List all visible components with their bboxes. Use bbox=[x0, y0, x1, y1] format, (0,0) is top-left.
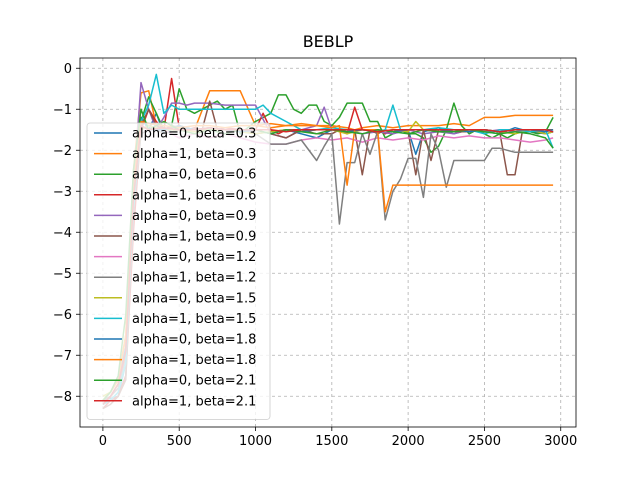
y-tick-label: 0 bbox=[64, 62, 72, 77]
x-tick-label: 500 bbox=[167, 434, 192, 449]
legend-entry: alpha=0, beta=1.2 bbox=[132, 250, 256, 265]
legend-entry: alpha=1, beta=0.9 bbox=[132, 230, 256, 245]
grid-lines bbox=[80, 58, 576, 427]
y-tick-label: −3 bbox=[53, 185, 72, 200]
legend-entry: alpha=0, beta=0.6 bbox=[132, 168, 256, 183]
legend-entry: alpha=1, beta=1.8 bbox=[132, 353, 256, 368]
y-tick-label: −7 bbox=[53, 349, 72, 364]
chart-title: BEBLP bbox=[303, 32, 354, 51]
legend-entry: alpha=0, beta=1.8 bbox=[132, 333, 256, 348]
y-tick-label: −8 bbox=[53, 390, 72, 405]
x-tick-label: 1000 bbox=[239, 434, 272, 449]
legend-entry: alpha=0, beta=0.3 bbox=[132, 127, 256, 142]
series-line bbox=[102, 90, 554, 405]
legend-entry: alpha=1, beta=0.6 bbox=[132, 188, 256, 203]
legend-entry: alpha=1, beta=1.5 bbox=[132, 312, 256, 327]
y-tick-label: −6 bbox=[53, 308, 72, 323]
x-tick-label: 3000 bbox=[544, 434, 577, 449]
axes: 0 500 1000 1500 2000 2500 3000 0 −1 −2 −3 −4 −5 −6 −7 −… bbox=[53, 62, 577, 449]
legend-entry: alpha=1, beta=0.3 bbox=[132, 147, 256, 162]
legend-entry: alpha=1, beta=1.2 bbox=[132, 271, 256, 286]
y-tick-label: −2 bbox=[53, 144, 72, 159]
legend-box bbox=[86, 122, 271, 420]
plot-frame bbox=[79, 57, 577, 428]
x-tick-label: 1500 bbox=[315, 434, 348, 449]
x-tick-label: 2000 bbox=[392, 434, 425, 449]
y-tick-label: −5 bbox=[53, 267, 72, 282]
legend-entry: alpha=0, beta=2.1 bbox=[132, 374, 256, 389]
x-tick-label: 0 bbox=[99, 434, 107, 449]
y-tick-label: −1 bbox=[53, 103, 72, 118]
legend-entry: alpha=0, beta=1.5 bbox=[132, 291, 256, 306]
series-line bbox=[102, 108, 554, 401]
x-tick-label: 2500 bbox=[468, 434, 501, 449]
y-tick-label: −4 bbox=[53, 226, 72, 241]
legend-entry: alpha=0, beta=0.9 bbox=[132, 209, 256, 224]
legend-entry: alpha=1, beta=2.1 bbox=[132, 394, 256, 409]
legend: alpha=0, beta=0.3 alpha=1, beta=0.3 alpha=… bbox=[86, 122, 271, 420]
